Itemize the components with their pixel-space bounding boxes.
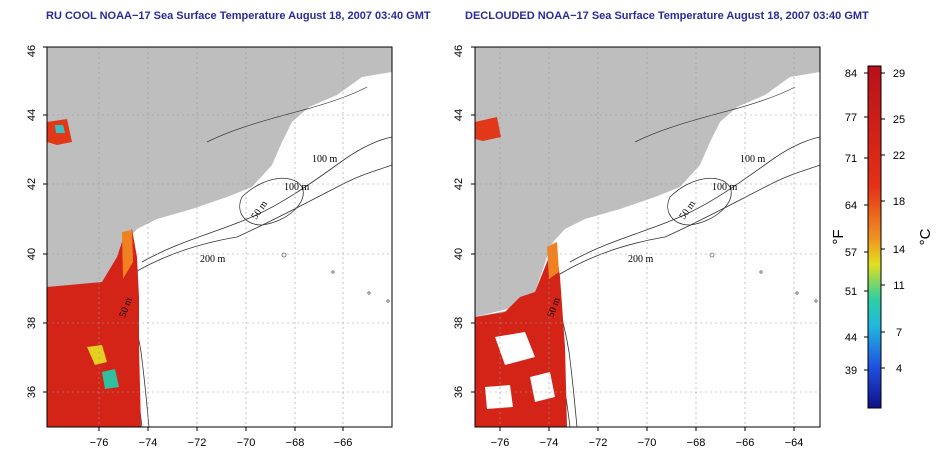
contour-label: 200 m — [200, 254, 226, 265]
x-tick-label: −76 — [90, 437, 109, 449]
sst-patch-north — [475, 117, 501, 141]
fahrenheit-tick: 64 — [845, 200, 857, 212]
sst-gap-2 — [530, 372, 555, 402]
x-tick-label: −64 — [785, 437, 804, 449]
celsius-tick: 18 — [893, 196, 905, 208]
y-tick-label: 40 — [26, 248, 38, 260]
x-tick-label: −74 — [139, 437, 158, 449]
x-tick-label: −72 — [188, 437, 207, 449]
fahrenheit-tick: 57 — [845, 247, 857, 259]
panel-1-title: RU COOL NOAA−17 Sea Surface Temperature … — [46, 10, 431, 22]
y-tick-label: 36 — [453, 386, 465, 398]
x-tick-label: −68 — [286, 437, 305, 449]
panel-1-y-axis: 36 38 40 42 44 46 — [26, 45, 47, 398]
panel-2-y-axis: 36 38 40 42 44 46 — [453, 45, 475, 398]
sst-cool-spot-2 — [102, 369, 119, 389]
x-tick-label: −74 — [540, 437, 559, 449]
contour-label: 100 m — [284, 182, 310, 193]
y-tick-label: 44 — [26, 109, 38, 121]
celsius-tick: 22 — [893, 150, 905, 162]
y-tick-label: 44 — [453, 109, 465, 121]
celsius-tick: 7 — [896, 327, 902, 339]
sst-gap-3 — [485, 385, 513, 409]
contour-label: 100 m — [712, 182, 738, 193]
panel-1-map: 100 m 100 m 50 m 200 m 50 m — [46, 46, 393, 428]
contour-label: 200 m — [628, 254, 654, 265]
sst-warm-streak — [122, 230, 133, 279]
celsius-tick: 4 — [896, 363, 902, 375]
x-tick-label: −70 — [638, 437, 657, 449]
panel-2-map: 100 m 100 m 50 m 200 m 50 m — [474, 46, 821, 428]
sst-warm-streak — [547, 242, 559, 279]
panel-2-title: DECLOUDED NOAA−17 Sea Surface Temperatur… — [465, 10, 869, 22]
fahrenheit-tick: 44 — [845, 332, 857, 344]
sst-gap — [495, 332, 535, 365]
x-tick-label: −66 — [736, 437, 755, 449]
fahrenheit-unit-label: °F — [830, 229, 847, 244]
x-tick-label: −72 — [589, 437, 608, 449]
sst-field — [47, 229, 141, 427]
contour-label: 100 m — [312, 154, 338, 165]
y-tick-label: 46 — [453, 45, 465, 57]
fahrenheit-tick: 84 — [845, 68, 857, 80]
x-tick-label: −66 — [334, 437, 353, 449]
y-tick-label: 38 — [453, 317, 465, 329]
fahrenheit-tick: 39 — [845, 365, 857, 377]
y-tick-label: 40 — [453, 248, 465, 260]
y-tick-label: 42 — [26, 178, 38, 190]
fahrenheit-tick: 71 — [845, 153, 857, 165]
fahrenheit-tick: 77 — [845, 112, 857, 124]
x-tick-label: −76 — [491, 437, 510, 449]
celsius-tick: 14 — [893, 244, 905, 256]
celsius-unit-label: °C — [917, 228, 934, 245]
x-tick-label: −70 — [237, 437, 256, 449]
y-tick-label: 46 — [26, 45, 38, 57]
contour-label: 100 m — [740, 154, 766, 165]
sst-cool-spot — [87, 345, 107, 365]
x-tick-label: −68 — [687, 437, 706, 449]
panel-2-x-axis: −76 −74 −72 −70 −68 −66 −64 — [491, 427, 804, 449]
y-tick-label: 42 — [453, 178, 465, 190]
y-tick-label: 38 — [26, 317, 38, 329]
fahrenheit-tick: 51 — [845, 286, 857, 298]
celsius-tick: 25 — [893, 114, 905, 126]
temperature-colorbar: 84 77 71 64 57 51 44 39 29 25 22 18 14 1… — [830, 65, 934, 409]
celsius-tick: 11 — [893, 280, 904, 292]
panel-1-x-axis: −76 −74 −72 −70 −68 −66 — [90, 427, 353, 449]
celsius-tick: 29 — [893, 68, 905, 80]
y-tick-label: 36 — [26, 386, 38, 398]
sst-cool-north — [55, 125, 65, 133]
